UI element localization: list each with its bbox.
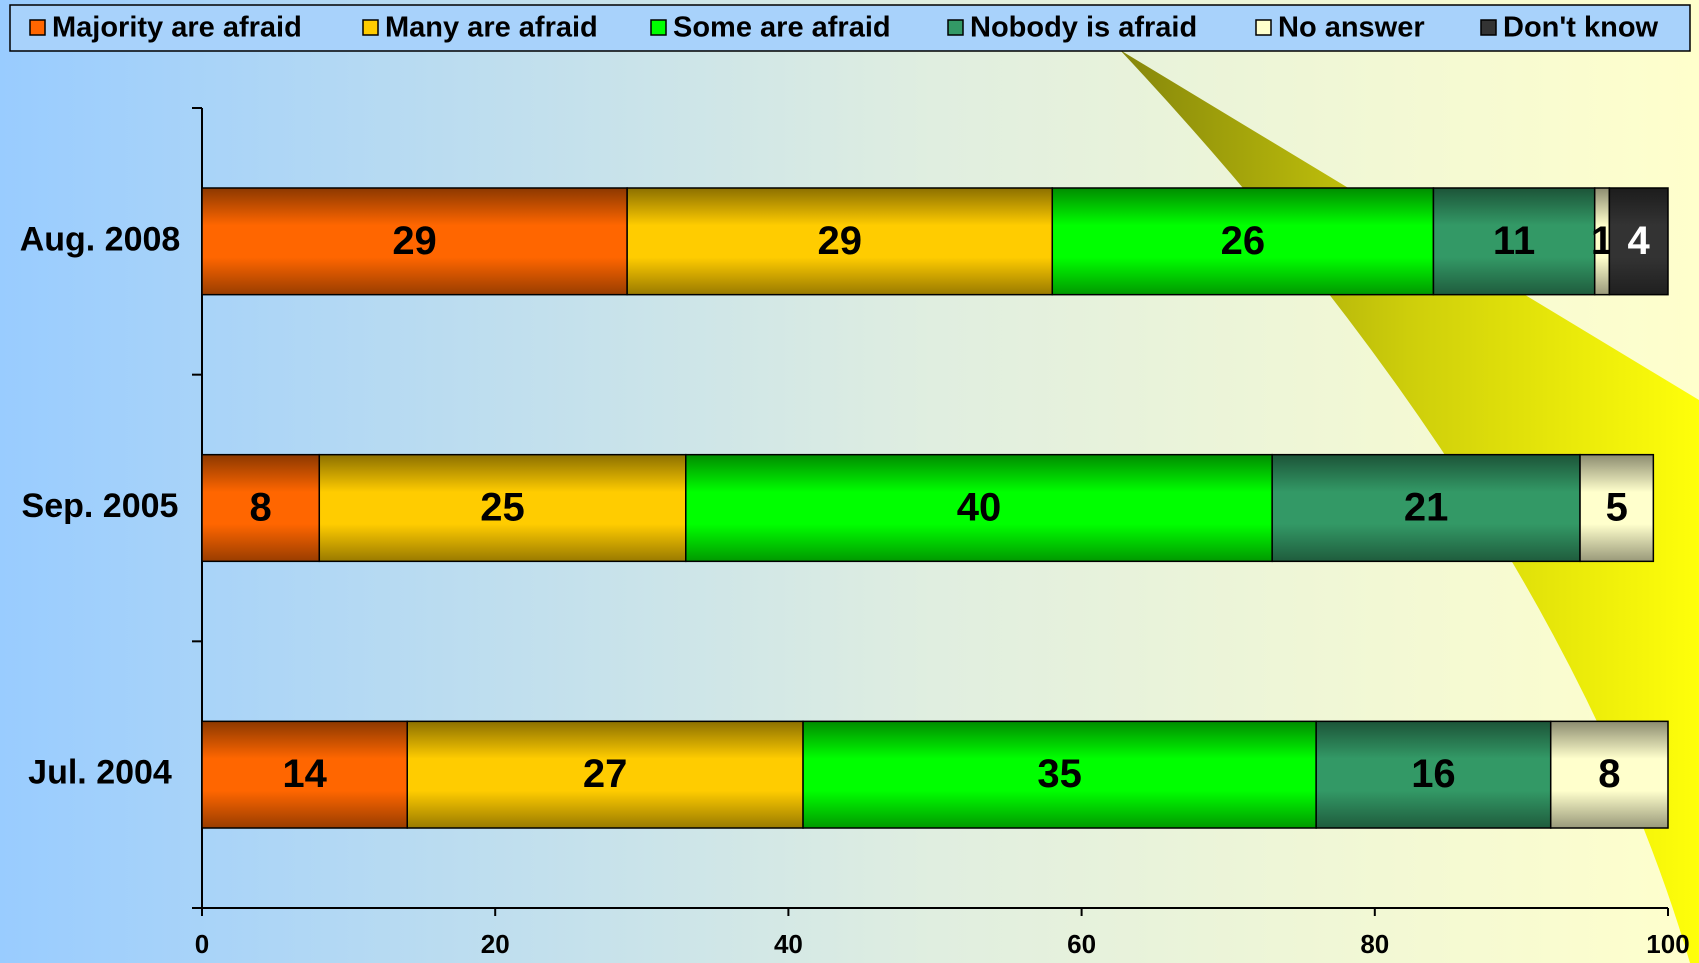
bar [1549, 720, 1669, 829]
x-tick-label: 60 [1067, 929, 1096, 959]
bar [406, 720, 804, 829]
bar-value-label: 29 [817, 219, 862, 263]
legend-label: Nobody is afraid [970, 12, 1197, 44]
bar-value-label: 14 [282, 752, 327, 796]
legend-box [9, 4, 1691, 52]
bar [1608, 187, 1669, 296]
x-tick-label: 100 [1646, 929, 1689, 959]
legend-marker [947, 19, 964, 36]
legend-label: Some are afraid [673, 12, 891, 44]
legend-label: Don't know [1503, 12, 1659, 44]
bar [1579, 453, 1655, 563]
bar-value-label: 1 [1591, 219, 1613, 263]
bar-value-label: 25 [480, 486, 525, 530]
legend-marker [1480, 19, 1497, 36]
x-tick-label: 0 [195, 929, 209, 959]
bar [802, 720, 1317, 829]
bar [1315, 720, 1552, 829]
bar [201, 453, 321, 563]
bar [685, 453, 1273, 563]
legend-label: No answer [1278, 12, 1425, 44]
legend-label: Majority are afraid [52, 12, 302, 44]
x-tick-label: 80 [1360, 929, 1389, 959]
legend-marker [1255, 19, 1272, 36]
bar-value-label: 29 [392, 219, 437, 263]
legend-marker [650, 19, 667, 36]
bar [1051, 187, 1435, 296]
bar-value-label: 40 [957, 486, 1002, 530]
legend-marker [362, 19, 379, 36]
bar-value-label: 8 [1598, 752, 1620, 796]
bar [1271, 453, 1581, 563]
bar-value-label: 11 [1493, 219, 1535, 263]
legend-marker [29, 19, 46, 36]
x-tick-label: 20 [481, 929, 510, 959]
y-tick-label: Jul. 2004 [28, 754, 172, 792]
bar [318, 453, 687, 563]
legend-label: Many are afraid [385, 12, 598, 44]
bar-value-label: 21 [1404, 486, 1449, 530]
bar [626, 187, 1054, 296]
bar [201, 187, 628, 296]
bar-value-label: 27 [583, 752, 628, 796]
bar-value-label: 35 [1037, 752, 1082, 796]
bar-value-label: 5 [1606, 486, 1628, 530]
bar-value-label: 26 [1221, 219, 1266, 263]
x-tick-label: 40 [774, 929, 803, 959]
bar-value-label: 16 [1411, 752, 1456, 796]
y-tick-label: Aug. 2008 [20, 220, 181, 258]
bar-value-label: 8 [250, 486, 272, 530]
y-tick-label: Sep. 2005 [22, 487, 179, 525]
bar [201, 720, 408, 829]
bar-value-label: 4 [1628, 219, 1651, 263]
